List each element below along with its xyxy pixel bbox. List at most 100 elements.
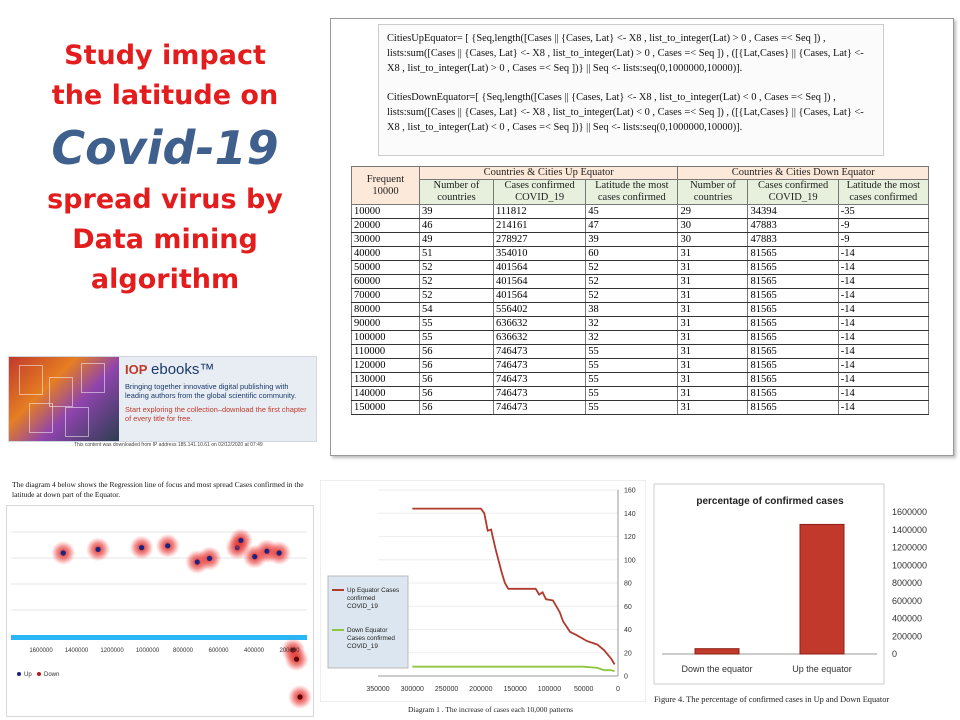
table-cell: 278927 (492, 232, 587, 247)
y-tick-label: 120 (624, 534, 636, 541)
x-tick-label: 1000000 (136, 648, 160, 654)
table-row: 20000 46 214161 47 30 47883 -9 (351, 218, 930, 233)
table-cell: 120000 (351, 358, 420, 373)
table-cell: 214161 (492, 218, 587, 233)
table-row: 50000 52 401564 52 31 81565 -14 (351, 260, 930, 275)
table-row: 40000 51 354010 60 31 81565 -14 (351, 246, 930, 261)
table-cell: 636632 (492, 316, 587, 331)
table-cell: 30000 (351, 232, 420, 247)
regression-caption: The diagram 4 below shows the Regression… (12, 480, 304, 499)
frequency-table: Frequent 10000 Countries & Cities Up Equ… (351, 166, 930, 415)
table-cell: 29 (677, 204, 749, 219)
title-line-covid: Covid-19 (51, 121, 279, 175)
header-down-equator: Countries & Cities Down Equator (677, 166, 929, 180)
iop-ebooks-banner: IOP ebooks™ Bringing together innovative… (8, 356, 317, 442)
table-cell: -14 (837, 372, 930, 387)
table-cell: 746473 (492, 386, 587, 401)
table-cell: 401564 (492, 288, 587, 303)
x-tick-label: 400000 (244, 648, 265, 654)
table-cell: 51 (418, 246, 494, 261)
title-line-5: Data mining (72, 224, 258, 255)
table-cell: 31 (677, 302, 749, 317)
x-tick-label: 300000 (401, 686, 424, 693)
table-cell: 32 (585, 330, 679, 345)
table-cell: 31 (677, 288, 749, 303)
table-cell: 81565 (747, 274, 839, 289)
table-cell: 746473 (492, 344, 587, 359)
y-tick-label: 20 (624, 650, 632, 657)
table-cell: 52 (585, 274, 679, 289)
table-cell: 90000 (351, 316, 420, 331)
x-tick-label: 0 (616, 686, 620, 693)
y-tick-label: 0 (892, 649, 897, 659)
table-cell: 32 (585, 316, 679, 331)
table-cell: 636632 (492, 330, 587, 345)
title-line-2: the latitude on (51, 80, 279, 111)
col-header: Cases confirmed COVID_19 (747, 179, 839, 205)
table-cell: 140000 (351, 386, 420, 401)
table-cell: 20000 (351, 218, 420, 233)
erlang-formula-box: CitiesUpEquator= [ {Seq,length([Cases ||… (378, 24, 884, 156)
y-tick-label: 1200000 (892, 543, 927, 553)
table-cell: 556402 (492, 302, 587, 317)
table-cell: 31 (677, 274, 749, 289)
x-tick-label: 250000 (435, 686, 458, 693)
table-cell: 746473 (492, 400, 587, 415)
line-chart-caption: Diagram 1 . The increase of cases each 1… (408, 705, 574, 714)
table-row: 120000 56 746473 55 31 81565 -14 (351, 358, 930, 373)
formula-down-equator: CitiesDownEquator=[ {Seq,length([Cases |… (387, 92, 864, 133)
table-cell: 49 (418, 232, 494, 247)
y-tick-label: 1000000 (892, 560, 927, 570)
table-cell: 111812 (492, 204, 587, 219)
y-tick-label: 140 (624, 511, 636, 518)
y-tick-label: 200000 (892, 631, 922, 641)
table-cell: 354010 (492, 246, 587, 261)
table-cell: -14 (837, 288, 930, 303)
table-cell: 47 (585, 218, 679, 233)
title-line-6: algorithm (90, 264, 240, 295)
table-cell: 54 (418, 302, 494, 317)
col-header: Number of countries (418, 179, 494, 205)
table-cell: 55 (585, 344, 679, 359)
table-cell: 31 (677, 246, 749, 261)
table-cell: -9 (837, 218, 930, 233)
y-tick-label: 100 (624, 557, 636, 564)
table-cell: 80000 (351, 302, 420, 317)
table-cell: -9 (837, 232, 930, 247)
table-cell: 55 (585, 386, 679, 401)
table-cell: 60 (585, 246, 679, 261)
table-cell: -14 (837, 386, 930, 401)
table-row: 130000 56 746473 55 31 81565 -14 (351, 372, 930, 387)
table-cell: 45 (585, 204, 679, 219)
table-cell: 52 (585, 288, 679, 303)
table-cell: 70000 (351, 288, 420, 303)
table-cell: 39 (585, 232, 679, 247)
y-tick-label: 400000 (892, 614, 922, 624)
table-cell: 110000 (351, 344, 420, 359)
table-cell: 52 (585, 260, 679, 275)
table-corner-header: Frequent 10000 (351, 166, 420, 205)
table-cell: 31 (677, 386, 749, 401)
title-line-1: Study impact (64, 40, 266, 71)
book-covers-image (9, 357, 119, 441)
table-cell: -14 (837, 302, 930, 317)
title-line-4: spread virus by (47, 184, 283, 215)
x-tick-label: 50000 (574, 686, 594, 693)
table-cell: 746473 (492, 372, 587, 387)
table-cell: 81565 (747, 288, 839, 303)
table-cell: 150000 (351, 400, 420, 415)
cases-line-chart: 0 20 40 60 80 100 120 140 160 350000 300000 250000 2… (320, 480, 646, 702)
col-header: Latitude the most cases confirmed (585, 179, 679, 205)
iop-logo: IOP ebooks™ (125, 361, 215, 378)
table-cell: 401564 (492, 260, 587, 275)
bar-chart-frame (653, 483, 885, 685)
table-cell: 38 (585, 302, 679, 317)
table-cell: 47883 (747, 218, 839, 233)
table-cell: 81565 (747, 344, 839, 359)
y-tick-label: 1400000 (892, 525, 927, 535)
table-cell: 30 (677, 232, 749, 247)
line-chart-legend (327, 575, 409, 669)
y-tick-label: 1600000 (892, 507, 927, 517)
table-cell: 100000 (351, 330, 420, 345)
table-cell: -14 (837, 344, 930, 359)
